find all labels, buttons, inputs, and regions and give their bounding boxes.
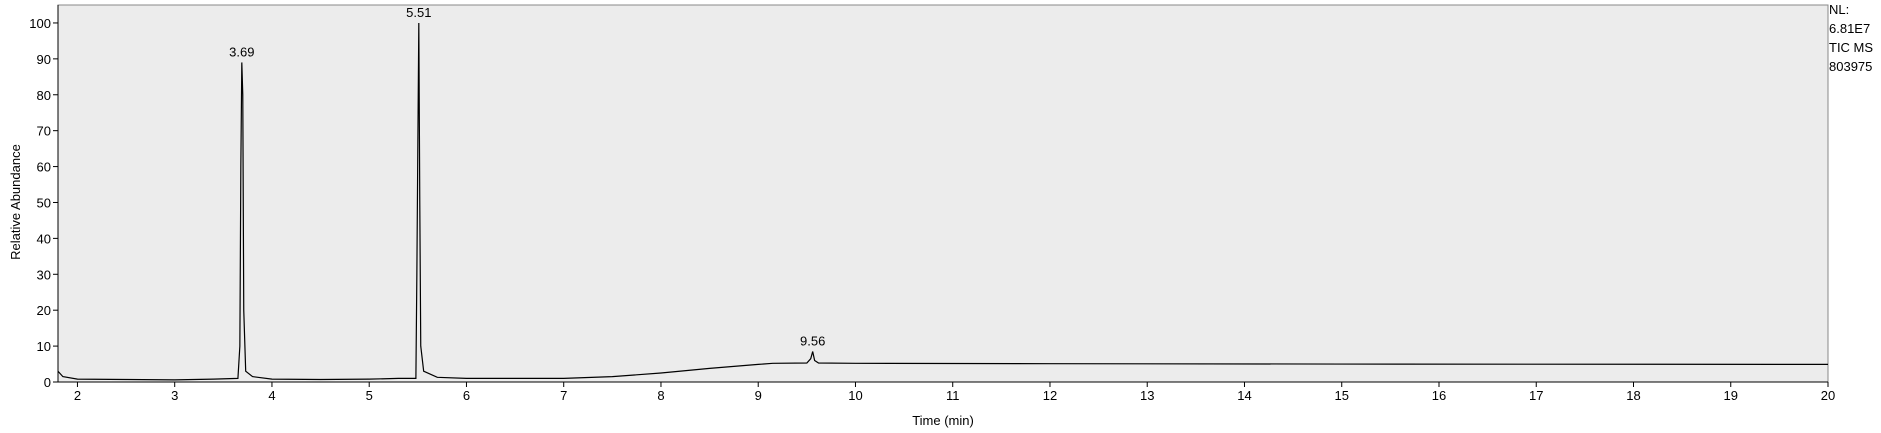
info-label: 803975 [1829, 59, 1872, 74]
y-tick-label: 100 [29, 16, 51, 31]
y-tick-label: 50 [37, 195, 51, 210]
y-tick-label: 40 [37, 231, 51, 246]
x-tick-label: 16 [1432, 388, 1446, 403]
x-tick-label: 12 [1043, 388, 1057, 403]
x-tick-label: 8 [657, 388, 664, 403]
x-tick-label: 19 [1724, 388, 1738, 403]
info-label: 6.81E7 [1829, 21, 1870, 36]
x-axis-label: Time (min) [912, 413, 974, 428]
x-tick-label: 15 [1335, 388, 1349, 403]
y-tick-label: 70 [37, 124, 51, 139]
x-tick-label: 5 [366, 388, 373, 403]
x-tick-label: 3 [171, 388, 178, 403]
y-tick-label: 90 [37, 52, 51, 67]
peak-label: 3.69 [229, 44, 254, 59]
x-tick-label: 20 [1821, 388, 1835, 403]
x-tick-label: 11 [946, 388, 960, 403]
x-tick-label: 14 [1237, 388, 1251, 403]
x-tick-label: 18 [1626, 388, 1640, 403]
info-label: TIC MS [1829, 40, 1873, 55]
trace-line [57, 22, 1829, 381]
x-tick-label: 17 [1529, 388, 1543, 403]
peak-label: 9.56 [800, 333, 825, 348]
x-tick-label: 2 [74, 388, 81, 403]
x-tick-label: 7 [560, 388, 567, 403]
plot-area [57, 4, 1829, 383]
y-tick-label: 10 [37, 339, 51, 354]
peak-label: 5.51 [406, 5, 431, 20]
info-label: NL: [1829, 2, 1849, 17]
x-tick-label: 10 [848, 388, 862, 403]
x-tick-label: 6 [463, 388, 470, 403]
y-tick-label: 20 [37, 303, 51, 318]
x-tick-label: 13 [1140, 388, 1154, 403]
x-tick-label: 9 [755, 388, 762, 403]
y-axis-label: Relative Abundance [8, 144, 23, 260]
y-tick-label: 30 [37, 267, 51, 282]
y-tick-label: 60 [37, 160, 51, 175]
y-tick-label: 0 [44, 375, 51, 390]
y-tick-label: 80 [37, 88, 51, 103]
x-tick-label: 4 [268, 388, 275, 403]
